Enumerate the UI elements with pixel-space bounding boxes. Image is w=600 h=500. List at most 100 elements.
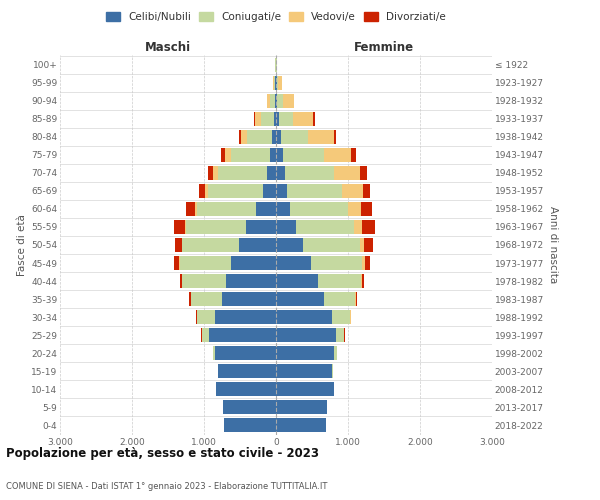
Bar — [277, 76, 278, 90]
Bar — [276, 400, 327, 414]
Bar — [232, 256, 276, 270]
Bar — [225, 148, 230, 162]
Bar — [247, 130, 272, 144]
Bar — [341, 184, 363, 198]
Bar — [350, 310, 351, 324]
Bar — [332, 310, 350, 324]
Bar — [276, 328, 336, 342]
Bar — [361, 274, 362, 288]
Bar — [274, 112, 276, 126]
Bar — [175, 238, 182, 252]
Text: Femmine: Femmine — [354, 41, 414, 54]
Bar — [270, 148, 276, 162]
Bar — [365, 256, 370, 270]
Bar — [212, 346, 215, 360]
Bar — [278, 76, 282, 90]
Bar — [191, 292, 222, 306]
Bar — [255, 112, 261, 126]
Bar — [276, 202, 290, 216]
Legend: Celibi/Nubili, Coniugati/e, Vedovi/e, Divorziati/e: Celibi/Nubili, Coniugati/e, Vedovi/e, Di… — [102, 8, 450, 26]
Bar — [313, 112, 315, 126]
Bar — [361, 202, 372, 216]
Bar — [180, 274, 182, 288]
Bar — [279, 112, 293, 126]
Bar — [276, 382, 334, 396]
Bar — [263, 184, 276, 198]
Bar — [239, 130, 241, 144]
Bar — [276, 346, 334, 360]
Bar — [261, 112, 274, 126]
Bar — [351, 148, 356, 162]
Bar — [226, 274, 276, 288]
Bar — [270, 94, 275, 108]
Bar — [272, 130, 276, 144]
Bar — [224, 418, 276, 432]
Bar — [246, 220, 276, 234]
Bar — [286, 166, 334, 180]
Bar — [276, 130, 281, 144]
Bar — [359, 238, 364, 252]
Bar — [276, 148, 283, 162]
Bar — [363, 184, 370, 198]
Bar — [209, 328, 276, 342]
Bar — [276, 76, 277, 90]
Bar — [214, 166, 218, 180]
Bar — [189, 292, 191, 306]
Bar — [348, 202, 361, 216]
Bar — [202, 328, 209, 342]
Bar — [283, 148, 323, 162]
Bar — [276, 238, 304, 252]
Bar — [256, 202, 276, 216]
Bar — [362, 256, 365, 270]
Bar — [277, 94, 283, 108]
Bar — [308, 130, 334, 144]
Bar — [362, 220, 374, 234]
Bar — [239, 238, 276, 252]
Bar — [334, 346, 337, 360]
Bar — [268, 94, 270, 108]
Bar — [208, 184, 263, 198]
Bar — [274, 76, 275, 90]
Bar — [230, 148, 270, 162]
Bar — [276, 220, 296, 234]
Text: Popolazione per età, sesso e stato civile - 2023: Popolazione per età, sesso e stato civil… — [6, 448, 319, 460]
Bar — [311, 256, 362, 270]
Bar — [185, 220, 186, 234]
Bar — [323, 148, 351, 162]
Bar — [287, 184, 341, 198]
Bar — [296, 220, 355, 234]
Bar — [182, 274, 226, 288]
Bar — [276, 364, 332, 378]
Bar — [275, 76, 276, 90]
Bar — [356, 292, 357, 306]
Bar — [182, 238, 239, 252]
Bar — [196, 310, 197, 324]
Bar — [336, 328, 344, 342]
Bar — [362, 274, 364, 288]
Bar — [215, 346, 276, 360]
Bar — [268, 166, 276, 180]
Bar — [275, 94, 276, 108]
Text: Maschi: Maschi — [145, 41, 191, 54]
Y-axis label: Fasce di età: Fasce di età — [17, 214, 27, 276]
Bar — [186, 220, 246, 234]
Bar — [276, 310, 332, 324]
Bar — [241, 130, 247, 144]
Bar — [276, 166, 286, 180]
Bar — [290, 202, 348, 216]
Bar — [216, 382, 276, 396]
Bar — [199, 184, 205, 198]
Y-axis label: Anni di nascita: Anni di nascita — [548, 206, 558, 284]
Bar — [364, 238, 373, 252]
Bar — [276, 184, 287, 198]
Bar — [223, 400, 276, 414]
Bar — [254, 112, 255, 126]
Text: COMUNE DI SIENA - Dati ISTAT 1° gennaio 2023 - Elaborazione TUTTITALIA.IT: COMUNE DI SIENA - Dati ISTAT 1° gennaio … — [6, 482, 328, 491]
Bar — [293, 112, 313, 126]
Bar — [179, 256, 232, 270]
Bar — [355, 220, 362, 234]
Bar — [276, 112, 279, 126]
Bar — [276, 292, 324, 306]
Bar — [218, 364, 276, 378]
Bar — [283, 94, 294, 108]
